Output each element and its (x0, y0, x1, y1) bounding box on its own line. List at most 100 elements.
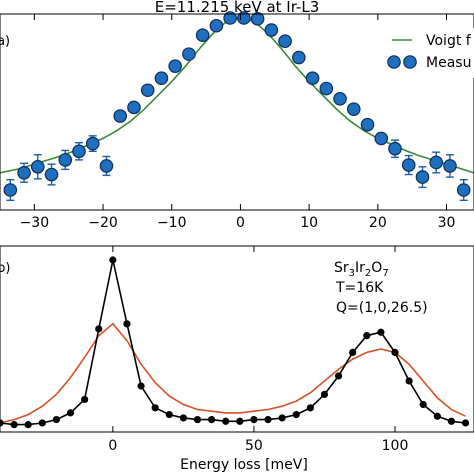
measured-spectrum-line (0, 259, 466, 426)
measured-point (58, 149, 73, 171)
measured-marker (154, 71, 169, 85)
panel-b-label: (b) (0, 261, 10, 276)
measured-point (401, 154, 416, 176)
panel-b-frame (0, 245, 474, 433)
measured-marker (360, 117, 375, 132)
measured-point (374, 131, 389, 146)
panel-b-x-axis: 0 50 100 (108, 246, 408, 454)
measured-marker (278, 34, 292, 49)
spectrum-point (292, 410, 300, 419)
measured-point (388, 139, 402, 159)
panel-a-frame (0, 13, 474, 211)
panel-b-x-axis-label: Energy loss [meV] (180, 457, 308, 473)
measured-point (154, 71, 169, 85)
measured-point (30, 154, 45, 180)
measured-marker (429, 155, 444, 170)
spectrum-point (419, 400, 427, 409)
sample-annotation: Sr3Ir2O7 T=16K Q=(1,0,26.5) (334, 260, 428, 316)
measured-point (195, 28, 210, 42)
x-tick-label: 0 (108, 438, 117, 454)
measured-marker (374, 131, 389, 146)
spectrum-point (109, 256, 117, 264)
measured-marker (182, 47, 196, 61)
measured-marker (127, 100, 141, 115)
measured-point (443, 154, 457, 178)
measured-marker (30, 159, 45, 174)
panel-a: E=11.215 keV at Ir-L3 (a) −30 −20 −10 0 10 20… (0, 0, 474, 231)
measured-marker (223, 11, 237, 25)
measured-marker (195, 28, 210, 42)
measured-marker (168, 59, 182, 73)
measured-point (168, 59, 182, 73)
measured-point (305, 71, 320, 85)
measured-point (113, 109, 128, 123)
spectrum-point (38, 419, 46, 427)
measured-point (99, 155, 114, 177)
measured-marker (250, 12, 265, 26)
measured-point (346, 102, 361, 116)
measured-marker (319, 81, 334, 96)
x-tick-label: 10 (300, 215, 318, 231)
annotation-formula: Sr3Ir2O7 (334, 260, 389, 279)
x-tick-label: 20 (369, 215, 387, 231)
measured-point (456, 178, 471, 202)
measured-marker (456, 183, 471, 197)
x-tick-label: 30 (438, 215, 456, 231)
spectrum-point (151, 404, 159, 412)
measured-point (17, 162, 31, 183)
spectrum-point (363, 332, 371, 340)
measured-marker (72, 144, 86, 159)
legend-marker-swatch (387, 55, 401, 69)
spectrum-point (349, 348, 357, 356)
measured-point (140, 83, 155, 98)
measured-marker (17, 166, 31, 180)
spectrum-point (264, 416, 272, 424)
spectrum-point (81, 395, 89, 404)
legend-marker-swatch (403, 55, 417, 69)
legend-label-measured: Measu (426, 55, 471, 71)
x-tick-label: −10 (157, 215, 187, 231)
measured-point (223, 11, 237, 25)
measured-point (415, 166, 430, 189)
spectrum-point (24, 421, 32, 429)
panel-a-label: (a) (0, 34, 10, 49)
spectrum-point (278, 414, 286, 422)
annotation-q-vector: Q=(1,0,26.5) (336, 300, 428, 316)
measured-marker (415, 170, 430, 184)
annotation-temperature: T=16K (335, 280, 384, 296)
spectrum-point (52, 416, 61, 424)
spectrum-point (447, 417, 456, 425)
measured-point (127, 100, 141, 115)
panel-a-title: E=11.215 keV at Ir-L3 (155, 0, 320, 16)
spectrum-point (0, 419, 4, 427)
measured-marker (292, 50, 306, 65)
measured-point (182, 47, 196, 61)
measured-marker (443, 159, 457, 173)
measured-point (333, 92, 347, 106)
spectrum-point (66, 409, 75, 417)
measured-point (44, 163, 59, 186)
measured-point (3, 178, 18, 202)
measured-marker (140, 83, 155, 98)
spectrum-point (222, 417, 230, 425)
measured-marker (99, 159, 114, 173)
legend-label-fit: Voigt f (426, 33, 472, 49)
measured-marker (113, 109, 128, 123)
spectrum-point (179, 414, 187, 422)
measured-point (429, 151, 444, 174)
spectrum-point (377, 328, 385, 336)
measured-marker (333, 92, 347, 106)
measured-point (85, 135, 100, 153)
measured-point (250, 12, 265, 26)
measured-marker (58, 153, 73, 167)
spectrum-point (193, 416, 202, 424)
measured-marker (401, 158, 416, 172)
x-tick-label: 0 (236, 215, 245, 231)
spectrum-point (320, 390, 329, 398)
spectrum-point (391, 348, 399, 356)
spectrum-point (236, 417, 244, 425)
measured-marker (264, 23, 279, 37)
measured-point (264, 23, 279, 37)
measured-marker (44, 167, 59, 182)
